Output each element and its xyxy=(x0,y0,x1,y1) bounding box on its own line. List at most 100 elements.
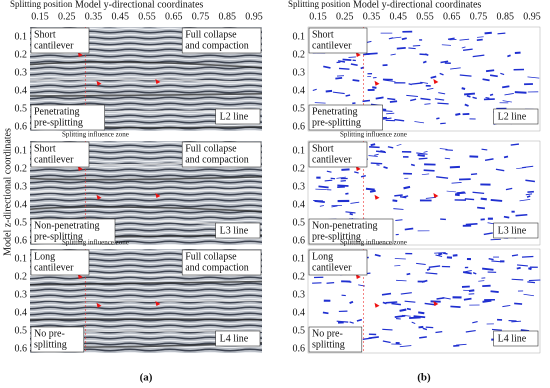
vector xyxy=(450,305,461,309)
vector xyxy=(527,281,536,284)
vector xyxy=(360,175,366,178)
vector xyxy=(481,148,488,151)
left-note: cantilever xyxy=(312,154,352,165)
y-tick-label: 0.3 xyxy=(15,67,28,78)
vector xyxy=(470,173,478,176)
vector xyxy=(434,252,446,254)
line-label-box xyxy=(493,222,539,239)
vector xyxy=(418,325,424,329)
vector xyxy=(464,103,469,107)
vector xyxy=(511,278,524,281)
y-tick-label: 0.3 xyxy=(15,181,28,192)
vector xyxy=(412,44,421,47)
vector xyxy=(356,318,363,322)
vector xyxy=(391,302,401,306)
vector xyxy=(514,91,527,94)
vector xyxy=(406,272,411,276)
vector xyxy=(484,31,492,35)
marker-arrow xyxy=(96,80,102,86)
vector xyxy=(396,279,407,282)
y-tick-label: 0.4 xyxy=(293,199,306,210)
vector xyxy=(409,316,421,319)
vector xyxy=(439,148,448,150)
panel-caption: (a) xyxy=(140,372,153,384)
y-tick-label: 0.2 xyxy=(15,49,28,60)
vector xyxy=(376,164,380,166)
y-tick-label: 0.1 xyxy=(293,31,306,42)
left-note-box xyxy=(30,141,90,168)
vector xyxy=(418,157,428,160)
vector xyxy=(464,92,475,96)
vector xyxy=(510,143,520,146)
vector xyxy=(456,343,467,346)
vector xyxy=(528,267,532,271)
vector xyxy=(489,93,494,96)
zone-label: Splitting influence zone xyxy=(62,131,129,139)
reflector xyxy=(29,298,263,302)
vector xyxy=(423,169,435,172)
left-note: Long xyxy=(312,251,333,262)
vector xyxy=(394,314,406,319)
marker-arrow xyxy=(374,80,380,86)
left-note: cantilever xyxy=(312,40,352,51)
vector xyxy=(394,258,406,260)
vector xyxy=(420,81,429,84)
x-tick-label: 0.25 xyxy=(58,11,76,22)
left-note-box xyxy=(308,141,368,168)
vector xyxy=(426,87,434,91)
marker-arrow xyxy=(374,194,380,200)
vector xyxy=(436,117,440,120)
left-note: Long xyxy=(34,251,55,262)
vector xyxy=(341,168,350,171)
vector xyxy=(318,185,329,189)
vector xyxy=(369,146,380,149)
vector xyxy=(392,199,398,202)
vector xyxy=(445,149,453,151)
bottom-note-box xyxy=(30,104,105,131)
reflector xyxy=(29,280,263,286)
vector xyxy=(338,67,350,70)
vector xyxy=(419,336,427,339)
vector xyxy=(476,38,483,41)
line-label: L4 line xyxy=(220,333,249,344)
vector xyxy=(422,327,428,331)
vector xyxy=(394,118,405,122)
line-label: L4 line xyxy=(498,333,527,344)
vector xyxy=(482,299,492,303)
vector xyxy=(480,197,487,201)
vector xyxy=(352,79,360,82)
vector xyxy=(418,311,425,315)
x-tick-label: 0.55 xyxy=(416,11,434,22)
marker-arrow xyxy=(96,302,102,308)
vector xyxy=(323,65,331,69)
bottom-note: Non-penetrating xyxy=(312,220,378,231)
vector xyxy=(326,170,332,173)
vector xyxy=(472,96,477,100)
vector xyxy=(442,252,448,255)
reflector xyxy=(29,78,263,84)
bottom-note-box xyxy=(308,218,394,245)
vector xyxy=(490,198,503,202)
vector xyxy=(438,252,443,256)
vector xyxy=(332,91,345,95)
vector xyxy=(386,112,395,115)
vector xyxy=(485,69,495,73)
vector xyxy=(491,328,502,331)
vector xyxy=(525,193,533,196)
bottom-note-box xyxy=(30,218,116,245)
right-note-box xyxy=(181,141,262,168)
vector xyxy=(404,227,414,231)
vector xyxy=(396,143,402,147)
vector xyxy=(401,37,407,41)
vector xyxy=(502,304,511,308)
vector xyxy=(374,253,381,257)
vector xyxy=(484,158,494,161)
vector xyxy=(410,163,415,167)
bottom-note-box xyxy=(30,326,85,353)
vector xyxy=(381,292,392,296)
vector xyxy=(350,63,358,66)
vector xyxy=(519,199,531,202)
vector xyxy=(394,194,403,197)
y-tick-label: 0.4 xyxy=(293,307,306,318)
